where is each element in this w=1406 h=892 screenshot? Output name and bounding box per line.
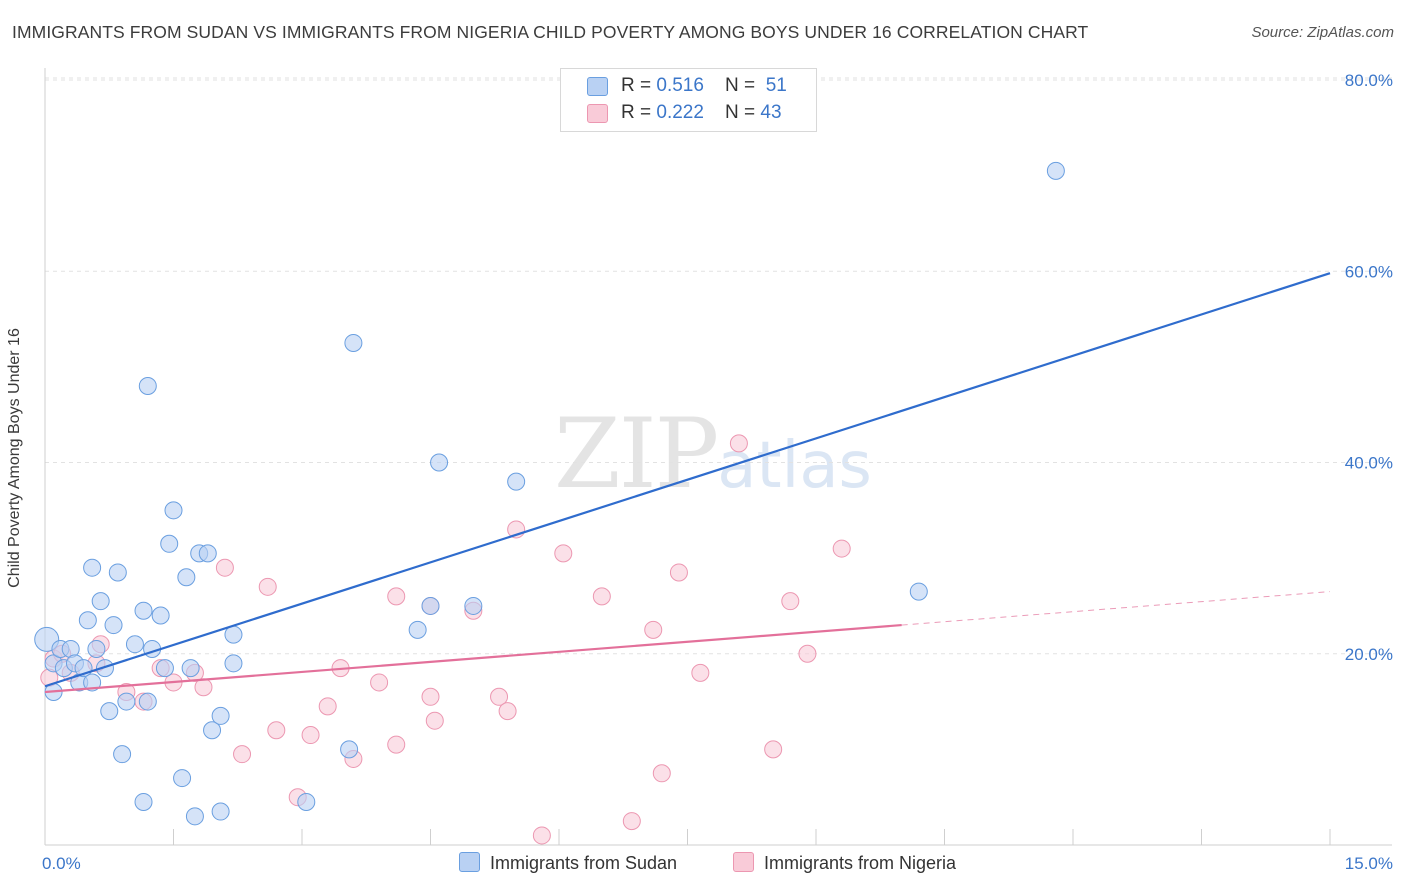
series-swatch-sudan xyxy=(459,852,480,872)
series-legend-sudan: Immigrants from Sudan xyxy=(459,852,677,874)
point-sudan xyxy=(104,616,123,635)
point-nigeria xyxy=(233,745,252,764)
point-nigeria xyxy=(764,740,783,759)
point-sudan xyxy=(430,453,449,472)
series-label-nigeria: Immigrants from Nigeria xyxy=(764,853,957,873)
point-nigeria xyxy=(318,697,337,716)
point-sudan xyxy=(464,596,483,615)
point-nigeria xyxy=(301,726,320,745)
point-sudan xyxy=(113,745,132,764)
point-sudan xyxy=(117,692,136,711)
y-tick-label: 20.0% xyxy=(1345,645,1393,664)
point-sudan xyxy=(151,606,170,625)
chart-source: Source: ZipAtlas.com xyxy=(1251,24,1394,41)
point-sudan xyxy=(91,592,110,611)
point-sudan xyxy=(344,333,363,352)
point-nigeria xyxy=(622,812,641,831)
point-nigeria xyxy=(421,687,440,706)
y-tick-label: 60.0% xyxy=(1345,262,1393,281)
point-nigeria xyxy=(370,673,389,692)
point-sudan xyxy=(211,706,230,725)
point-nigeria xyxy=(798,644,817,663)
point-sudan xyxy=(78,611,97,630)
point-sudan xyxy=(507,472,526,491)
point-sudan xyxy=(125,635,144,654)
x-tick-label: 0.0% xyxy=(42,854,81,873)
point-sudan xyxy=(134,601,153,620)
point-sudan xyxy=(203,721,222,740)
point-nigeria xyxy=(425,711,444,730)
point-sudan xyxy=(421,596,440,615)
point-nigeria xyxy=(832,539,851,558)
point-sudan xyxy=(909,582,928,601)
legend-r-nigeria: 0.222 xyxy=(656,102,704,123)
series-label-sudan: Immigrants from Sudan xyxy=(490,853,678,873)
point-sudan xyxy=(198,544,217,563)
legend-n-sudan: 51 xyxy=(765,75,787,96)
point-nigeria xyxy=(691,663,710,682)
point-nigeria xyxy=(592,587,611,606)
point-sudan xyxy=(408,620,427,639)
point-nigeria xyxy=(669,563,688,582)
point-nigeria xyxy=(498,702,517,721)
legend-stats-nigeria: R = 0.222 N = 43 xyxy=(621,102,782,123)
trendline-nigeria xyxy=(44,623,902,694)
point-nigeria xyxy=(652,764,671,783)
point-sudan xyxy=(211,802,230,821)
point-nigeria xyxy=(532,826,551,845)
point-nigeria xyxy=(490,687,509,706)
point-sudan xyxy=(177,568,196,587)
point-sudan xyxy=(138,692,157,711)
point-sudan xyxy=(160,534,179,553)
point-nigeria xyxy=(644,620,663,639)
legend-swatch-sudan xyxy=(587,77,608,96)
point-nigeria xyxy=(554,544,573,563)
trendline-sudan xyxy=(44,272,1331,688)
point-nigeria xyxy=(729,434,748,453)
chart-title: IMMIGRANTS FROM SUDAN VS IMMIGRANTS FROM… xyxy=(12,22,1089,42)
correlation-legend: R = 0.516 N = 51 R = 0.222 N = 43 xyxy=(560,68,817,132)
point-sudan xyxy=(83,558,102,577)
point-sudan xyxy=(134,792,153,811)
point-sudan xyxy=(155,659,174,678)
x-tick-label: 15.0% xyxy=(1345,854,1393,873)
point-sudan xyxy=(340,740,359,759)
point-sudan xyxy=(108,563,127,582)
trendline-nigeria-extension xyxy=(901,591,1331,626)
point-sudan xyxy=(173,769,192,788)
point-sudan xyxy=(181,659,200,678)
point-sudan xyxy=(164,501,183,520)
legend-swatch-nigeria xyxy=(587,104,608,123)
point-nigeria xyxy=(258,577,277,596)
point-nigeria xyxy=(215,558,234,577)
point-nigeria xyxy=(387,587,406,606)
point-nigeria xyxy=(194,678,213,697)
point-nigeria xyxy=(387,735,406,754)
point-sudan xyxy=(297,792,316,811)
legend-r-sudan: 0.516 xyxy=(656,75,704,96)
point-sudan xyxy=(100,702,119,721)
point-nigeria xyxy=(267,721,286,740)
point-sudan xyxy=(1046,161,1065,180)
legend-stats-sudan: R = 0.516 N = 51 xyxy=(621,75,787,96)
y-tick-label: 80.0% xyxy=(1345,71,1393,90)
point-sudan xyxy=(185,807,204,826)
point-sudan xyxy=(83,673,102,692)
point-sudan xyxy=(224,654,243,673)
series-legend-nigeria: Immigrants from Nigeria xyxy=(733,852,956,874)
series-swatch-nigeria xyxy=(733,852,754,872)
y-tick-label: 40.0% xyxy=(1345,454,1393,473)
point-nigeria xyxy=(781,592,800,611)
point-sudan xyxy=(87,639,106,658)
watermark-zip: ZIP xyxy=(554,398,719,510)
legend-n-nigeria: 43 xyxy=(760,102,782,123)
point-sudan xyxy=(138,377,157,395)
